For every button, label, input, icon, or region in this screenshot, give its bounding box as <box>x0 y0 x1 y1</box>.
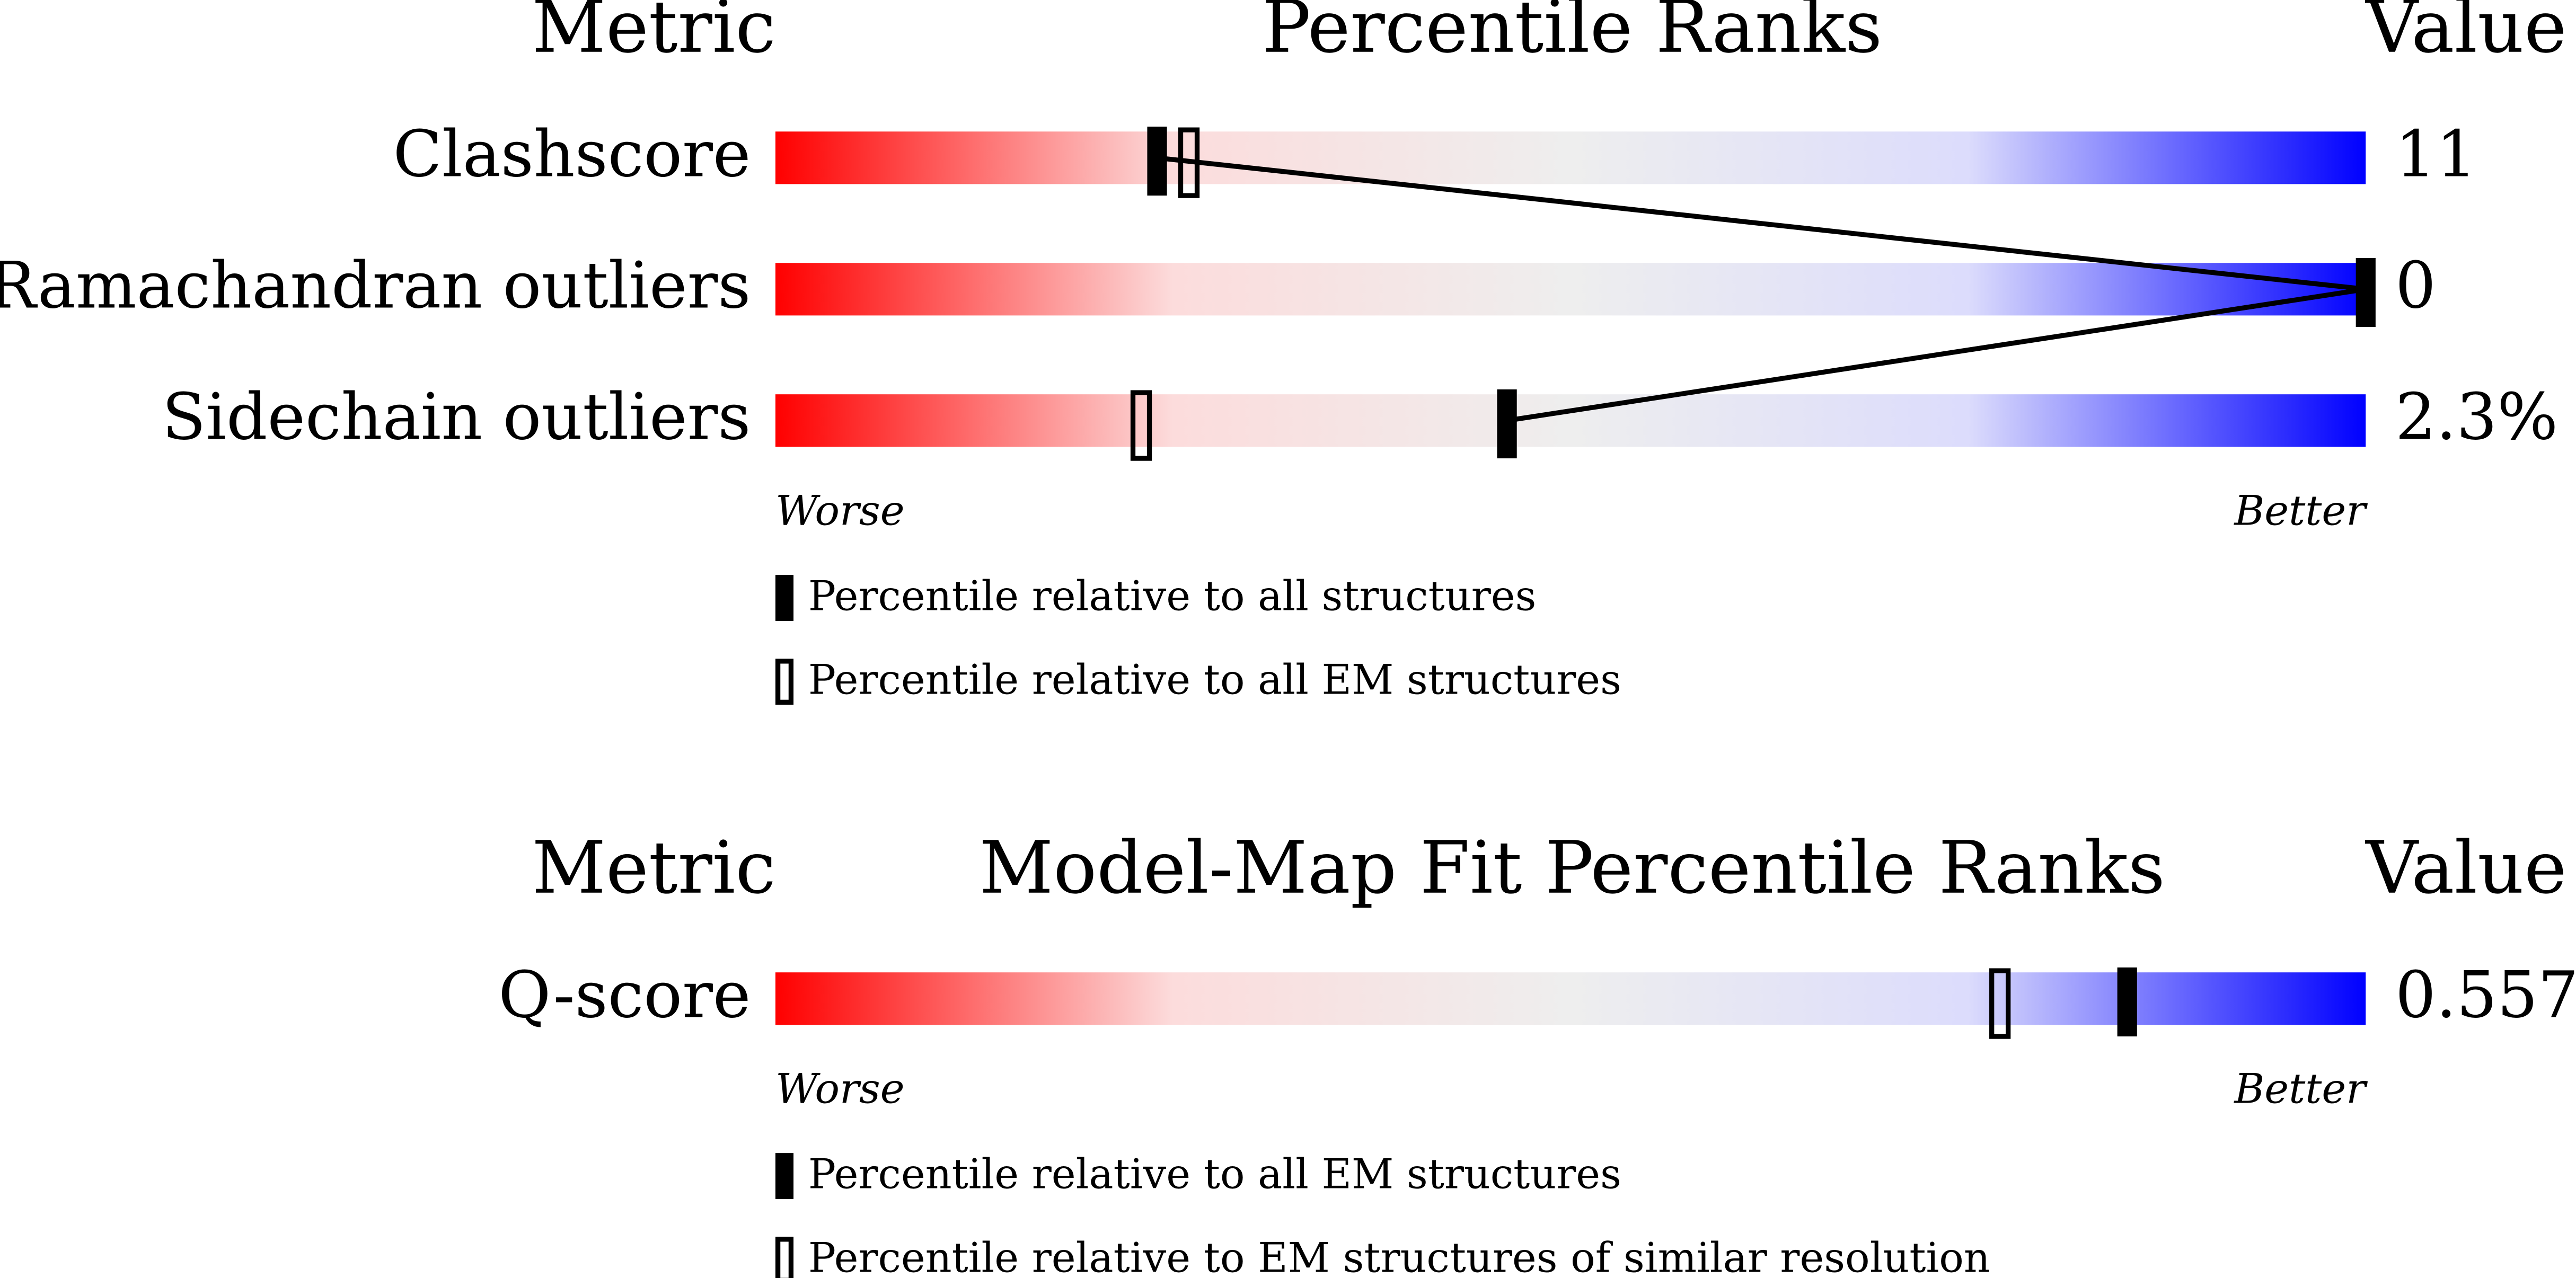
legend-label: Percentile relative to all EM structures <box>808 656 1621 704</box>
percentile-marker <box>1497 389 1517 459</box>
better-label: Better <box>2233 1065 2368 1113</box>
chart-title: Model-Map Fit Percentile Ranks <box>980 826 2165 910</box>
chart-title: Percentile Ranks <box>1262 0 1882 69</box>
gradient-bar <box>775 972 2366 1025</box>
metric-label: Ramachandran outliers <box>0 248 751 323</box>
percentile-marker <box>1147 126 1167 196</box>
percentile-marker <box>2356 258 2376 327</box>
metric-value: 2.3% <box>2395 380 2558 455</box>
legend-marker <box>775 1153 794 1199</box>
legend-label: Percentile relative to all structures <box>808 573 1536 620</box>
better-label: Better <box>2233 487 2368 535</box>
percentile-marker-open <box>1178 127 1200 198</box>
metric-value: 0.557 <box>2395 958 2576 1033</box>
metric-header: Metric <box>532 0 775 69</box>
gradient-bar <box>775 394 2366 447</box>
gradient-bar <box>775 131 2366 184</box>
legend-marker <box>775 575 794 621</box>
legend-marker-open <box>775 1237 794 1278</box>
metric-value: 0 <box>2395 248 2436 323</box>
metric-label: Clashscore <box>393 117 751 192</box>
metric-label: Sidechain outliers <box>162 380 751 455</box>
value-header: Value <box>2365 0 2566 69</box>
metric-value: 11 <box>2395 117 2477 192</box>
metric-header: Metric <box>532 826 775 910</box>
metric-label: Q-score <box>498 958 751 1033</box>
percentile-marker-open <box>1130 390 1152 461</box>
legend-label: Percentile relative to EM structures of … <box>808 1235 1990 1278</box>
value-header: Value <box>2365 826 2566 910</box>
legend-label: Percentile relative to all EM structures <box>808 1151 1621 1199</box>
percentile-marker-open <box>1989 968 2011 1039</box>
percentile-marker <box>2117 967 2137 1037</box>
gradient-bar <box>775 263 2366 316</box>
worse-label: Worse <box>775 487 905 535</box>
legend-marker-open <box>775 659 794 705</box>
worse-label: Worse <box>775 1065 905 1113</box>
